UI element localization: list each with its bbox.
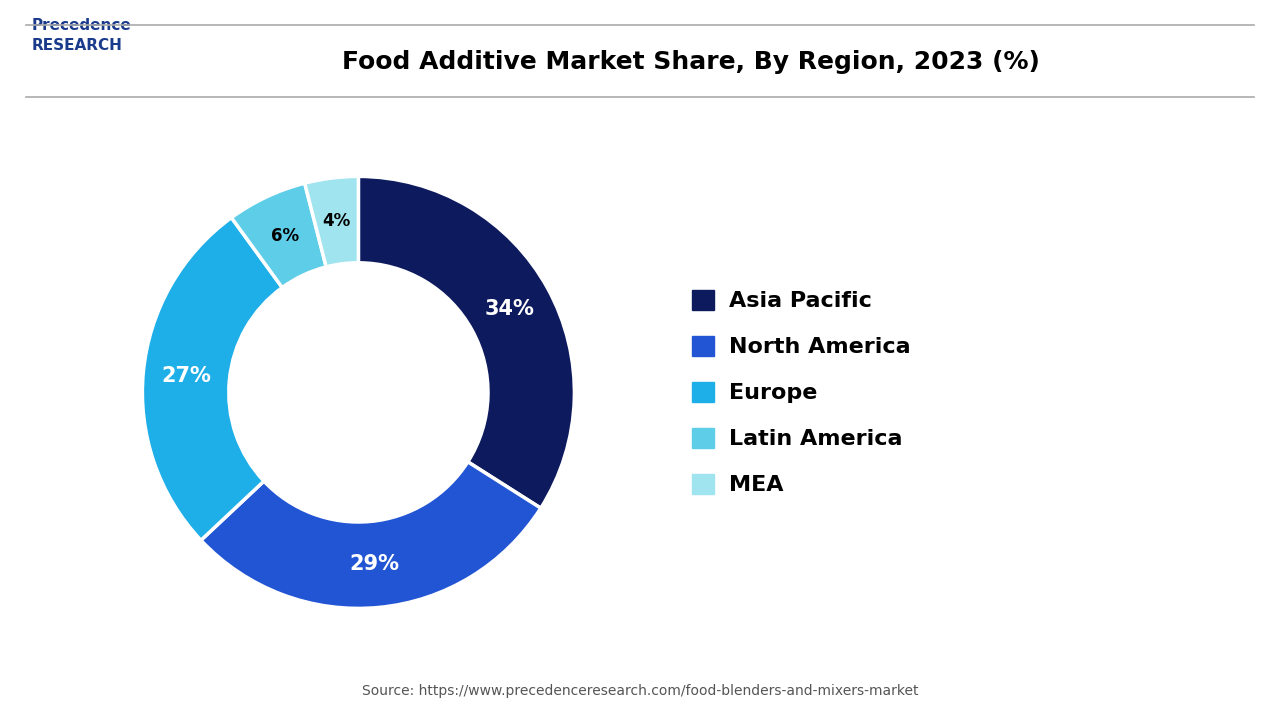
Text: 34%: 34% xyxy=(485,299,535,319)
Text: Source: https://www.precedenceresearch.com/food-blenders-and-mixers-market: Source: https://www.precedenceresearch.c… xyxy=(362,685,918,698)
Text: Precedence
RESEARCH: Precedence RESEARCH xyxy=(32,18,132,53)
Wedge shape xyxy=(201,462,540,608)
Wedge shape xyxy=(358,176,575,508)
Text: 29%: 29% xyxy=(349,554,399,575)
Text: 27%: 27% xyxy=(161,366,211,386)
Legend: Asia Pacific, North America, Europe, Latin America, MEA: Asia Pacific, North America, Europe, Lat… xyxy=(682,281,920,504)
Wedge shape xyxy=(142,217,282,540)
Wedge shape xyxy=(305,176,358,267)
Text: Food Additive Market Share, By Region, 2023 (%): Food Additive Market Share, By Region, 2… xyxy=(342,50,1041,74)
Text: 6%: 6% xyxy=(271,227,300,245)
Text: 4%: 4% xyxy=(323,212,351,230)
Wedge shape xyxy=(232,183,326,287)
